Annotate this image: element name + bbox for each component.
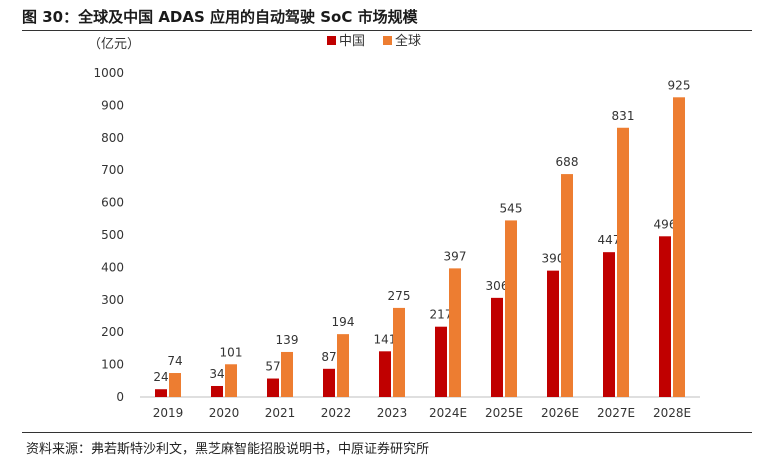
bar-china <box>547 270 559 397</box>
bottom-rule <box>22 432 752 433</box>
data-label-global: 101 <box>220 345 243 359</box>
bar-china <box>211 385 223 397</box>
bar-china <box>323 368 335 397</box>
x-tick-label: 2019 <box>153 406 184 420</box>
y-tick-label: 700 <box>101 163 124 177</box>
y-tick-label: 300 <box>101 293 124 307</box>
bar-global <box>281 351 293 397</box>
bar-china <box>435 326 447 397</box>
bar-global <box>169 373 181 397</box>
y-tick-label: 100 <box>101 358 124 372</box>
y-tick-label: 600 <box>101 196 124 210</box>
y-tick-label: 0 <box>116 390 124 404</box>
bars: 24 74 34 101 57 139 87 194 141 275 217 397 306 545 390… <box>153 78 691 398</box>
y-tick-label: 200 <box>101 325 124 339</box>
bar-china <box>267 378 279 397</box>
y-axis-unit: （亿元） <box>88 37 140 52</box>
x-tick-label: 2020 <box>209 406 240 420</box>
x-tick-label: 2026E <box>541 406 579 420</box>
data-label-global: 397 <box>444 249 467 263</box>
bar-china <box>659 236 671 397</box>
data-label-china: 217 <box>430 308 453 322</box>
data-label-global: 74 <box>167 354 182 368</box>
bar-global <box>337 334 349 397</box>
bar-global <box>673 97 685 398</box>
bar-china <box>155 389 167 397</box>
y-tick-label: 400 <box>101 260 124 274</box>
x-tick-label: 2024E <box>429 406 467 420</box>
y-axis-ticks: 0 100 200 300 400 500 600 700 800 900 1000 <box>93 66 124 404</box>
x-tick-label: 2027E <box>597 406 635 420</box>
chart-title: 图 30：全球及中国 ADAS 应用的自动驾驶 SoC 市场规模 <box>22 8 418 26</box>
legend-label-china: 中国 <box>339 34 365 49</box>
x-tick-label: 2028E <box>653 406 691 420</box>
data-label-china: 141 <box>374 332 397 346</box>
y-tick-label: 1000 <box>93 66 124 80</box>
data-label-china: 57 <box>265 360 280 374</box>
data-label-china: 24 <box>153 370 168 384</box>
y-tick-label: 900 <box>101 98 124 112</box>
data-label-global: 925 <box>668 78 691 92</box>
bar-global <box>393 307 405 397</box>
source-note: 资料来源：弗若斯特沙利文，黑芝麻智能招股说明书，中原证券研究所 <box>26 442 430 457</box>
bar-china <box>603 252 615 397</box>
data-label-global: 275 <box>388 289 411 303</box>
legend: 中国 全球 <box>327 33 421 49</box>
bar-global <box>449 268 461 397</box>
data-label-china: 87 <box>321 350 336 364</box>
data-label-china: 390 <box>542 252 565 266</box>
data-label-china: 34 <box>209 367 224 381</box>
y-tick-label: 800 <box>101 131 124 145</box>
x-axis-ticks: 2019 2020 2021 2022 2023 2024E 2025E 2026E 2027E… <box>153 406 691 420</box>
bar-global <box>225 364 237 397</box>
data-label-global: 194 <box>332 315 355 329</box>
x-tick-label: 2021 <box>265 406 296 420</box>
legend-label-global: 全球 <box>395 33 421 49</box>
x-tick-label: 2022 <box>321 406 352 420</box>
legend-swatch-global <box>383 36 392 45</box>
legend-swatch-china <box>327 36 336 45</box>
data-label-global: 545 <box>500 201 523 215</box>
bar-global <box>505 220 517 397</box>
y-tick-label: 500 <box>101 228 124 242</box>
data-label-global: 139 <box>276 333 299 347</box>
bar-global <box>617 127 629 398</box>
data-label-china: 306 <box>486 279 509 293</box>
bar-global <box>561 174 573 397</box>
bar-china <box>379 351 391 397</box>
data-label-china: 496 <box>654 217 677 231</box>
data-label-global: 831 <box>612 109 635 123</box>
data-label-china: 447 <box>598 233 621 247</box>
data-label-global: 688 <box>556 155 579 169</box>
x-tick-label: 2023 <box>377 406 408 420</box>
top-rule <box>22 30 752 31</box>
x-tick-label: 2025E <box>485 406 523 420</box>
bar-china <box>491 297 503 397</box>
